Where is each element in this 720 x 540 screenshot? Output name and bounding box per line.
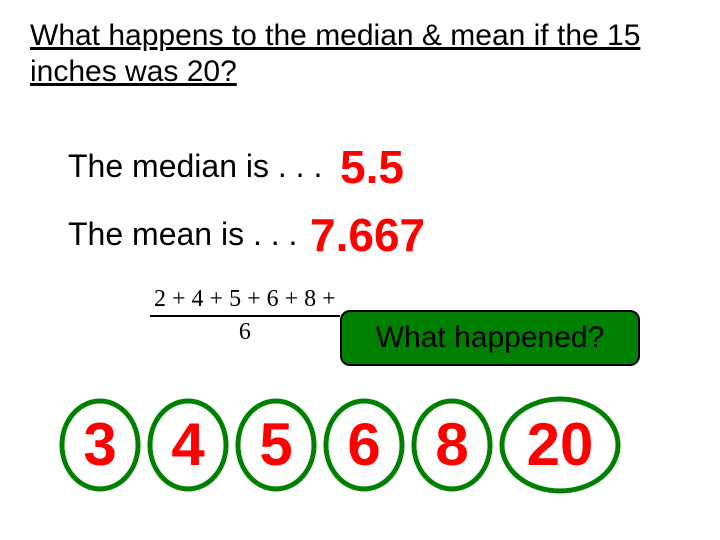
mean-value: 7.667	[310, 208, 425, 262]
number-value: 20	[510, 410, 610, 479]
number-item: 4	[158, 410, 218, 479]
number-item: 8	[422, 410, 482, 479]
number-item: 6	[334, 410, 394, 479]
number-value: 4	[158, 410, 218, 479]
number-value: 5	[246, 410, 306, 479]
median-label: The median is . . .	[68, 148, 322, 185]
number-value: 8	[422, 410, 482, 479]
number-value: 6	[334, 410, 394, 479]
data-numbers-row: 3 4 5 6 8 20	[70, 410, 610, 479]
number-item: 5	[246, 410, 306, 479]
number-value: 3	[70, 410, 130, 479]
median-value: 5.5	[340, 140, 404, 194]
fraction-numerator: 2 + 4 + 5 + 6 + 8 +	[150, 286, 340, 317]
what-happened-callout: What happened?	[340, 310, 640, 366]
mean-fraction: 2 + 4 + 5 + 6 + 8 + 6	[150, 286, 340, 346]
question-title: What happens to the median & mean if the…	[30, 18, 690, 90]
fraction-denominator: 6	[150, 317, 340, 346]
number-item: 20	[510, 410, 610, 479]
mean-label: The mean is . . .	[68, 216, 297, 253]
number-item: 3	[70, 410, 130, 479]
